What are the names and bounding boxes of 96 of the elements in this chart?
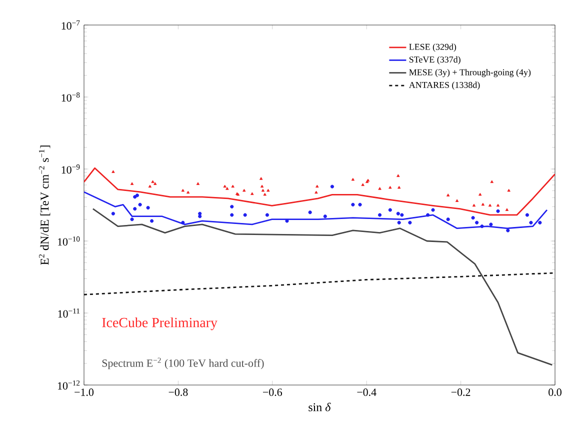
point	[138, 202, 142, 206]
point	[198, 214, 202, 218]
point	[260, 184, 264, 188]
legend-label: ANTARES (1338d)	[408, 82, 480, 90]
point	[243, 213, 247, 217]
x-tick-label: −0.8	[168, 388, 188, 396]
point	[231, 184, 234, 188]
point	[151, 180, 154, 183]
point	[223, 184, 226, 188]
point	[388, 186, 392, 189]
line-series	[84, 167, 556, 216]
point	[388, 208, 392, 212]
point	[398, 186, 401, 189]
point	[431, 208, 435, 212]
point	[196, 182, 200, 185]
x-tick-label: −1.0	[74, 388, 94, 396]
point	[471, 216, 475, 220]
point	[400, 213, 404, 217]
point	[478, 192, 482, 196]
point	[351, 202, 355, 206]
point	[358, 202, 362, 206]
point	[361, 183, 364, 186]
point	[265, 213, 270, 217]
point	[150, 219, 154, 223]
point	[446, 218, 450, 222]
point	[506, 228, 510, 232]
legend-label: MESE (3y) + Through-going (4y)	[409, 68, 531, 78]
x-tick-label: −0.2	[451, 388, 470, 396]
x-tick-label: −0.4	[357, 388, 376, 396]
point	[330, 184, 334, 188]
x-tick-label: −0.6	[263, 388, 282, 396]
point	[426, 213, 430, 217]
y-tick-label: 10$^{−8}$	[62, 92, 80, 102]
point	[490, 180, 494, 183]
point	[408, 220, 412, 224]
y-axis-title: E$^{2}$ dN/dE [TeV cm$^{−2}$ s$^{−1}$]	[38, 146, 50, 265]
y-tick-label: 10$^{−9}$	[62, 164, 80, 174]
point	[472, 204, 476, 207]
point	[133, 207, 137, 211]
point	[396, 212, 400, 216]
point	[112, 170, 115, 173]
annotation: IceCube Preliminary	[102, 317, 218, 330]
point	[230, 213, 234, 217]
point	[146, 206, 150, 210]
point	[266, 188, 270, 192]
point	[480, 224, 484, 228]
point	[351, 178, 355, 181]
point	[186, 190, 190, 194]
y-tick-label: 10$^{−11}$	[58, 308, 80, 318]
point	[525, 213, 530, 217]
annotation: Spectrum E$^{−2}$ (100 TeV hard cut-off)	[102, 358, 264, 370]
y-tick-label: 10$^{−7}$	[62, 20, 80, 30]
point	[496, 209, 500, 213]
point	[529, 220, 533, 224]
point	[323, 214, 327, 218]
point	[250, 192, 254, 195]
point	[314, 190, 318, 194]
point	[488, 204, 492, 207]
point	[366, 178, 370, 182]
line-series	[84, 272, 556, 296]
point	[396, 174, 400, 177]
point	[263, 192, 266, 196]
point	[507, 188, 510, 192]
point	[538, 220, 542, 224]
x-tick-label: 0.0	[548, 388, 562, 396]
y-tick-label: 10$^{−12}$	[58, 380, 80, 390]
point	[475, 220, 479, 224]
point	[260, 177, 263, 180]
point	[242, 188, 246, 192]
point	[261, 188, 265, 192]
point	[481, 202, 485, 206]
point	[308, 210, 312, 214]
y-tick-label: 10$^{−10}$	[58, 236, 80, 246]
point	[455, 199, 459, 202]
point	[135, 194, 140, 198]
point	[226, 187, 229, 190]
point	[198, 212, 202, 216]
point	[130, 218, 134, 222]
point	[181, 188, 184, 192]
x-axis-title: sin δ	[308, 402, 331, 412]
point	[148, 184, 152, 188]
point	[181, 220, 185, 224]
point	[316, 184, 319, 188]
legend-label: STeVE (337d)	[409, 56, 460, 64]
point	[154, 182, 157, 185]
point	[378, 213, 382, 217]
point	[130, 182, 134, 185]
point	[378, 187, 382, 190]
point	[111, 212, 115, 216]
legend-label: LESE (329d)	[409, 44, 456, 52]
point	[397, 220, 401, 224]
point	[230, 204, 234, 208]
point	[446, 194, 450, 196]
point	[489, 222, 493, 226]
point	[496, 204, 500, 207]
point	[505, 208, 509, 211]
